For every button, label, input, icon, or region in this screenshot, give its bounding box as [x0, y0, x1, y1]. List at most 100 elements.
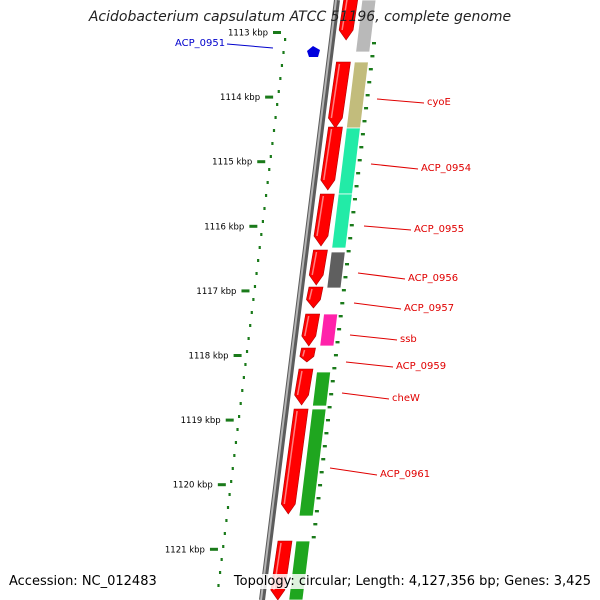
outer-tick: [372, 42, 376, 45]
outer-tick: [359, 146, 364, 149]
outer-tick: [346, 250, 351, 253]
gene-label-acp-0957: ACP_0957: [404, 303, 454, 314]
outer-tick: [343, 276, 348, 279]
kbp-tick-label: 1120 kbp: [173, 481, 213, 491]
gene-label-ssb: ssb: [400, 334, 417, 345]
track-dot: [245, 350, 249, 353]
outer-tick: [335, 341, 340, 344]
gene-arrow: [270, 540, 293, 600]
track-dot: [223, 532, 226, 535]
label-leaders: [226, 43, 425, 476]
gene-arrow: [338, 0, 358, 41]
outer-tick: [316, 497, 321, 500]
gene-category-bar: [326, 251, 346, 289]
gene-arrow: [306, 286, 324, 309]
topology-text: Topology: circular; Length: 4,127,356 bp…: [231, 574, 593, 589]
track-dot: [238, 415, 241, 418]
kbp-tick-mark: [257, 160, 266, 164]
outer-tick: [337, 328, 342, 331]
track-dot: [218, 571, 222, 574]
outer-tick: [357, 159, 362, 162]
track-dot: [247, 337, 250, 340]
outer-tick: [329, 393, 334, 396]
track-dot: [230, 480, 233, 483]
gene-label-acp-0954: ACP_0954: [421, 163, 471, 174]
outer-tick: [326, 419, 331, 422]
gene-arrow-shine: [323, 128, 333, 181]
outer-tick: [362, 120, 367, 123]
kbp-dot-track: [217, 38, 287, 587]
outer-tick: [356, 172, 361, 175]
track-dot: [274, 116, 277, 119]
track-dot: [264, 194, 268, 197]
outer-tick: [321, 458, 326, 461]
kbp-tick-label: 1117 kbp: [196, 287, 236, 297]
gene-arrow-shine: [302, 349, 306, 357]
kbp-tick-label: 1121 kbp: [165, 545, 205, 555]
gene-label-acp-0961: ACP_0961: [380, 469, 430, 480]
gene-label-acp-0955: ACP_0955: [414, 224, 464, 235]
gene-arrow-shine: [341, 0, 348, 31]
outer-tick: [313, 523, 318, 526]
outer-tick: [367, 81, 372, 84]
track-dot: [263, 207, 266, 210]
track-dot: [277, 90, 280, 93]
outer-tick: [368, 68, 373, 71]
outer-tick: [333, 354, 338, 357]
track-dot: [255, 272, 258, 275]
kbp-tick-mark: [233, 354, 242, 357]
outer-tick: [349, 224, 354, 227]
track-dot: [280, 64, 284, 67]
track-dot: [234, 441, 238, 444]
gene-arrow-shine: [304, 315, 310, 337]
kbp-ticks: 1113 kbp 1114 kbp 1115 kbp 1116 kbp 1117 kbp…: [165, 29, 281, 555]
kbp-tick-mark: [241, 289, 250, 293]
outer-tick: [370, 55, 375, 58]
outer-ticks: [311, 42, 376, 539]
gene-arrow: [294, 368, 314, 406]
gene-arrow-shine: [316, 195, 325, 237]
track-dot: [258, 246, 261, 249]
label-leader-line: [370, 163, 419, 170]
outer-tick: [324, 432, 329, 435]
outer-tick: [318, 484, 323, 487]
track-dot: [282, 51, 285, 54]
outer-tick: [322, 445, 327, 448]
track-dot: [260, 233, 263, 236]
label-leader-line: [376, 98, 425, 104]
outer-tick: [327, 406, 332, 409]
track-dot: [257, 259, 260, 262]
gene-labels: ACP_0951 cyoE ACP_0954 ACP_0955 ACP_0956 ACP_…: [175, 38, 471, 480]
track-dot: [269, 155, 272, 158]
label-leader-line: [345, 361, 394, 368]
kbp-tick-label: 1118 kbp: [189, 352, 229, 362]
gene-arrow-shine: [296, 370, 303, 396]
track-dot: [271, 142, 274, 145]
label-leader-line: [329, 467, 378, 476]
track-dot: [279, 77, 282, 80]
outer-tick: [341, 289, 346, 292]
gene-features: [270, 0, 377, 600]
accession-text: Accession: NC_012483: [7, 574, 159, 589]
gene-arrow: [308, 249, 328, 286]
outer-tick: [332, 367, 337, 370]
gene-arrow-shine: [311, 251, 318, 276]
gene-arrow-shine: [283, 410, 298, 505]
gene-arrow-shine: [330, 63, 341, 119]
outer-tick: [340, 302, 345, 305]
track-dot: [244, 363, 247, 366]
track-dot: [250, 311, 253, 314]
gene-label-acp-0959: ACP_0959: [396, 361, 446, 372]
track-dot: [268, 168, 271, 171]
outer-tick: [365, 94, 370, 97]
kbp-tick-mark: [273, 31, 281, 34]
track-dot: [272, 129, 276, 132]
gene-category-bar: [337, 127, 361, 195]
track-dot: [241, 389, 244, 392]
track-dot: [220, 558, 223, 561]
map-title: Acidobacterium capsulatum ATCC 51196, co…: [88, 9, 512, 25]
label-leader-line: [357, 272, 406, 280]
track-dot: [236, 428, 239, 431]
